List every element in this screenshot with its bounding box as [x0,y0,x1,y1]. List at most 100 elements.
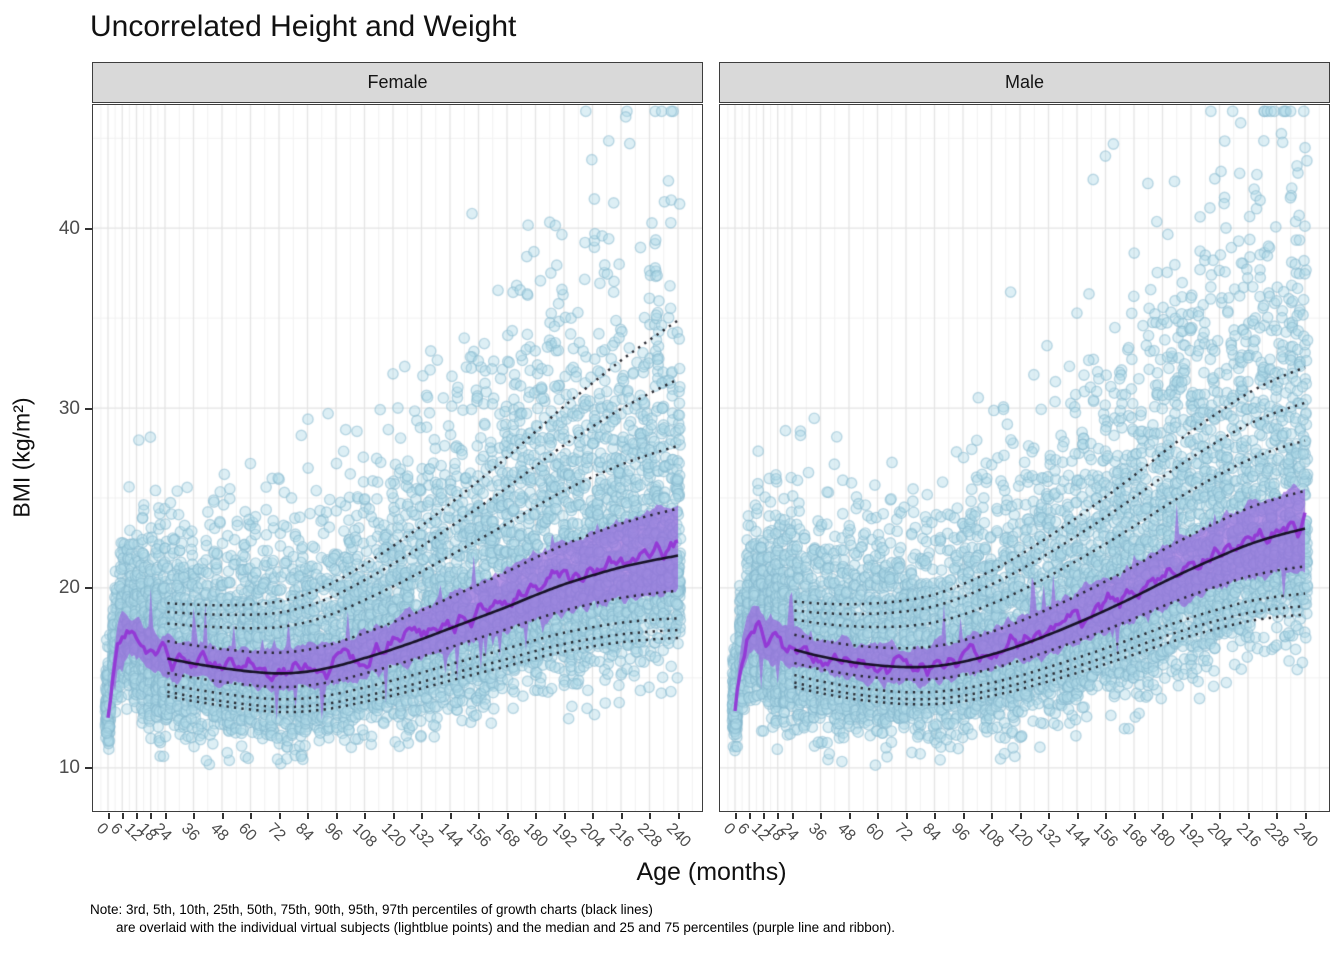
x-axis-tick [1133,813,1136,819]
x-tick-label: 36 [804,820,830,845]
x-axis-title: Age (months) [636,858,787,886]
x-tick-label: 180 [1146,820,1178,851]
footnote: Note: 3rd, 5th, 10th, 25th, 50th, 75th, … [90,901,895,937]
x-axis-tick [592,813,594,819]
x-axis-tick [107,813,110,819]
x-tick-label: 72 [263,820,289,845]
x-tick-label: 108 [975,820,1007,851]
page-title: Uncorrelated Height and Weight [90,10,517,43]
x-axis-tick [620,813,623,819]
x-axis-tick [934,813,936,819]
x-axis-tick [1019,813,1022,819]
x-tick-label: 36 [177,820,203,845]
x-tick-label: 108 [348,820,380,851]
x-axis-tick [392,813,395,819]
x-axis-tick [820,813,822,819]
x-tick-label: 96 [320,820,346,845]
x-axis-tick [478,813,480,819]
x-tick-label: 72 [890,820,916,845]
x-axis-tick [962,813,965,819]
x-tick-label: 204 [1203,820,1235,851]
x-axis-tick [307,813,309,819]
facet-strip-female: Female [92,62,703,103]
x-tick-label: 228 [1260,820,1292,851]
x-tick-label: 240 [1289,820,1321,851]
x-axis-tick [364,813,366,819]
x-axis-tick [1105,813,1107,819]
x-axis-tick [563,813,566,819]
facet-strip-male: Male [719,62,1330,103]
x-axis-tick [250,813,252,819]
x-axis-tick [763,813,765,819]
y-axis-tick [84,407,92,410]
x-tick-label: 168 [491,820,523,851]
x-tick-label: 84 [291,820,317,845]
x-tick-label: 24 [149,820,175,845]
x-axis-tick [1276,813,1278,819]
female-panel-canvas [93,105,702,811]
x-axis-tick [121,813,124,819]
x-axis-tick [991,813,993,819]
x-axis-tick [535,813,537,819]
x-tick-label: 228 [633,820,665,851]
x-tick-label: 60 [234,820,260,845]
male-panel-canvas [720,105,1329,811]
x-axis-tick [905,813,908,819]
x-tick-label: 132 [405,820,437,851]
x-axis-tick [1219,813,1221,819]
x-tick-label: 120 [377,820,409,851]
x-axis-tick [164,813,167,819]
x-tick-label: 96 [947,820,973,845]
x-axis-tick [848,813,851,819]
x-tick-label: 240 [662,820,694,851]
x-tick-label: 192 [548,820,580,851]
y-axis-tick [84,767,92,770]
y-axis-tick [84,587,92,590]
x-axis-tick [278,813,281,819]
x-axis-tick [677,813,680,819]
panel-male [719,104,1330,812]
y-tick-label: 40 [58,217,80,239]
x-tick-label: 168 [1118,820,1150,851]
facet-strip-label: Female [367,72,428,92]
x-axis-tick [506,813,509,819]
x-tick-label: 60 [861,820,887,845]
footnote-line-2: are overlaid with the individual virtual… [116,920,895,935]
x-axis-tick [221,813,224,819]
x-axis-tick [748,813,751,819]
x-axis-tick [335,813,338,819]
x-axis-tick [649,813,651,819]
x-axis-tick [734,813,737,819]
y-axis-tick [84,227,92,230]
x-axis-tick [777,813,780,819]
x-tick-label: 24 [776,820,802,845]
x-tick-label: 216 [1232,820,1264,851]
x-axis-tick [1190,813,1193,819]
y-tick-label: 30 [58,397,80,419]
x-axis-tick [193,813,195,819]
x-tick-label: 132 [1032,820,1064,851]
x-tick-label: 216 [605,820,637,851]
x-tick-label: 48 [833,820,859,845]
x-tick-label: 204 [576,820,608,851]
x-axis-tick [1247,813,1250,819]
y-tick-label: 10 [58,757,80,779]
x-tick-label: 156 [462,820,494,851]
panel-female [92,104,703,812]
x-tick-label: 84 [918,820,944,845]
x-axis-tick [421,813,423,819]
x-tick-label: 48 [206,820,232,845]
x-tick-label: 120 [1004,820,1036,851]
x-tick-label: 192 [1175,820,1207,851]
x-axis-tick [1076,813,1079,819]
x-axis-tick [1304,813,1307,819]
footnote-line-1: Note: 3rd, 5th, 10th, 25th, 50th, 75th, … [90,902,653,917]
x-axis-tick [1162,813,1164,819]
x-axis-tick [449,813,452,819]
x-axis-tick [1048,813,1050,819]
x-tick-label: 180 [519,820,551,851]
x-tick-label: 144 [1061,820,1093,851]
x-tick-label: 156 [1089,820,1121,851]
facet-strip-label: Male [1004,72,1044,92]
